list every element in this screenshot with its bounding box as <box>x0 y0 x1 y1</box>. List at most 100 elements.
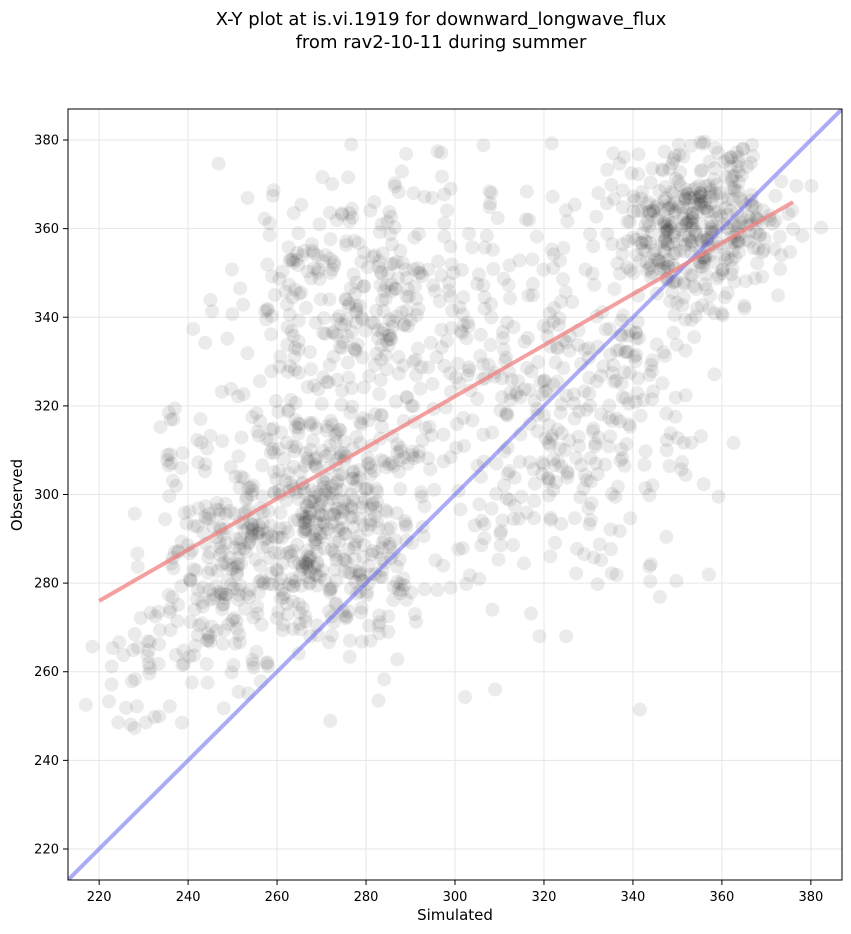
data-point <box>362 369 377 384</box>
data-point <box>644 364 659 379</box>
data-point <box>559 203 574 218</box>
data-point <box>681 213 696 228</box>
data-point <box>414 360 429 375</box>
data-point <box>384 332 399 347</box>
data-point <box>651 210 666 225</box>
data-point <box>617 365 632 380</box>
data-point <box>771 288 786 303</box>
data-point <box>699 282 714 297</box>
data-point <box>406 451 421 466</box>
data-point <box>434 322 449 337</box>
data-point <box>400 390 415 405</box>
data-point <box>524 364 539 379</box>
data-point <box>301 553 316 568</box>
data-point <box>509 387 524 402</box>
data-point <box>348 286 363 301</box>
data-point <box>78 697 93 712</box>
data-point <box>163 623 178 638</box>
data-point <box>151 637 166 652</box>
data-point <box>620 234 635 249</box>
data-point <box>552 311 567 326</box>
data-point <box>408 352 423 367</box>
data-point <box>391 464 406 479</box>
data-point <box>308 532 323 547</box>
data-point <box>171 597 186 612</box>
data-point <box>723 150 738 165</box>
data-point <box>485 242 500 257</box>
data-point <box>675 298 690 313</box>
data-point <box>673 222 688 237</box>
data-point <box>685 206 700 221</box>
data-point <box>196 580 210 595</box>
data-point <box>302 415 317 430</box>
data-point <box>630 203 645 218</box>
data-point <box>305 433 320 448</box>
data-point <box>278 473 293 488</box>
data-point <box>382 536 397 551</box>
data-point <box>772 229 787 244</box>
data-point <box>578 467 593 482</box>
data-point <box>639 235 654 250</box>
data-point <box>374 408 389 423</box>
data-point <box>342 498 357 513</box>
data-point <box>691 192 706 207</box>
data-point <box>318 526 333 541</box>
data-point <box>413 485 428 500</box>
data-point <box>264 566 279 581</box>
data-point <box>218 496 233 511</box>
data-point <box>307 559 322 574</box>
data-point <box>325 325 340 340</box>
data-point <box>260 525 275 540</box>
data-point <box>551 318 566 333</box>
data-point <box>174 461 189 476</box>
data-point <box>619 344 634 359</box>
data-point <box>653 202 668 217</box>
data-point <box>610 479 625 494</box>
data-point <box>337 493 352 508</box>
data-point <box>602 410 617 425</box>
data-point <box>660 236 675 251</box>
data-point <box>342 206 357 221</box>
data-point <box>309 421 324 436</box>
data-point <box>703 215 718 230</box>
data-point <box>417 189 432 204</box>
data-point <box>632 702 647 717</box>
data-point <box>267 287 282 302</box>
data-point <box>119 700 134 715</box>
data-point <box>541 320 556 335</box>
data-point <box>313 530 328 545</box>
data-point <box>638 243 653 258</box>
data-point <box>459 331 474 346</box>
data-point <box>322 357 337 372</box>
data-point <box>244 487 259 502</box>
data-point <box>379 333 394 348</box>
data-point <box>635 235 650 250</box>
data-point <box>327 258 342 273</box>
data-point <box>303 565 318 580</box>
data-point <box>620 214 635 229</box>
data-point <box>360 450 375 465</box>
data-point <box>302 506 317 521</box>
data-point <box>519 184 534 199</box>
data-point <box>168 647 183 662</box>
data-point <box>484 310 499 325</box>
data-point <box>413 381 428 396</box>
data-point <box>203 634 218 649</box>
data-point <box>310 555 325 570</box>
data-point <box>566 387 581 402</box>
data-point <box>236 297 251 312</box>
data-point <box>323 582 338 597</box>
data-point <box>676 228 691 243</box>
data-point <box>369 481 384 496</box>
data-point <box>348 344 363 359</box>
data-point <box>293 464 308 479</box>
data-point <box>140 634 155 649</box>
data-point <box>697 200 712 215</box>
data-point <box>170 614 185 629</box>
data-point <box>719 220 734 235</box>
data-point <box>240 521 255 536</box>
data-point <box>162 489 177 504</box>
data-point <box>590 466 605 481</box>
data-point <box>507 470 522 485</box>
data-point <box>692 178 707 193</box>
